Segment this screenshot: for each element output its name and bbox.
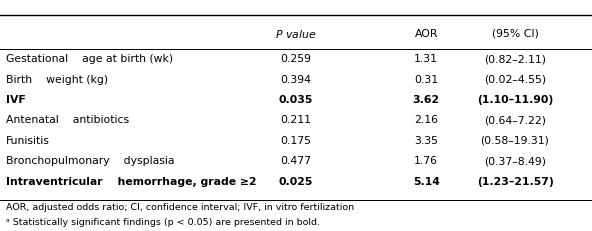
Text: Funisitis: Funisitis: [6, 135, 50, 145]
Text: (0.82–2.11): (0.82–2.11): [484, 54, 546, 64]
Text: (0.64–7.22): (0.64–7.22): [484, 115, 546, 125]
Text: 0.259: 0.259: [281, 54, 311, 64]
Text: 0.211: 0.211: [281, 115, 311, 125]
Text: 1.76: 1.76: [414, 155, 438, 166]
Text: 3.35: 3.35: [414, 135, 438, 145]
Text: 1.31: 1.31: [414, 54, 438, 64]
Text: Gestational    age at birth (wk): Gestational age at birth (wk): [6, 54, 173, 64]
Text: Bronchopulmonary    dysplasia: Bronchopulmonary dysplasia: [6, 155, 175, 166]
Text: 0.035: 0.035: [279, 94, 313, 105]
Text: (0.37–8.49): (0.37–8.49): [484, 155, 546, 166]
Text: AOR, adjusted odds ratio; CI, confidence interval; IVF, in vitro fertilization: AOR, adjusted odds ratio; CI, confidence…: [6, 202, 354, 211]
Text: IVF: IVF: [6, 94, 25, 105]
Text: Intraventricular    hemorrhage, grade ≥2: Intraventricular hemorrhage, grade ≥2: [6, 176, 256, 186]
Text: 0.477: 0.477: [281, 155, 311, 166]
Text: (0.58–19.31): (0.58–19.31): [481, 135, 549, 145]
Text: Antenatal    antibiotics: Antenatal antibiotics: [6, 115, 129, 125]
Text: (1.23–21.57): (1.23–21.57): [477, 176, 554, 186]
Text: 3.62: 3.62: [413, 94, 440, 105]
Text: 0.394: 0.394: [281, 74, 311, 84]
Text: 0.31: 0.31: [414, 74, 438, 84]
Text: $P$ value: $P$ value: [275, 27, 317, 40]
Text: (1.10–11.90): (1.10–11.90): [477, 94, 553, 105]
Text: (95% CI): (95% CI): [491, 28, 539, 39]
Text: 2.16: 2.16: [414, 115, 438, 125]
Text: ᵃ Statistically significant findings (p < 0.05) are presented in bold.: ᵃ Statistically significant findings (p …: [6, 217, 320, 226]
Text: AOR: AOR: [414, 28, 438, 39]
Text: 0.025: 0.025: [279, 176, 313, 186]
Text: (0.02–4.55): (0.02–4.55): [484, 74, 546, 84]
Text: 5.14: 5.14: [413, 176, 440, 186]
Text: Birth    weight (kg): Birth weight (kg): [6, 74, 108, 84]
Text: 0.175: 0.175: [281, 135, 311, 145]
